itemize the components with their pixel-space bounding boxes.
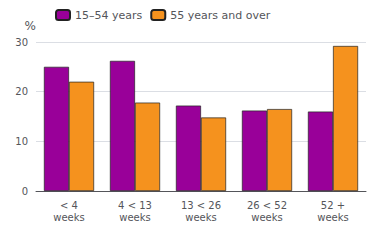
svg-text:15–54 years: 15–54 years: [75, 9, 143, 22]
svg-text:< 4: < 4: [60, 200, 78, 211]
svg-text:13 < 26: 13 < 26: [181, 200, 221, 211]
svg-text:26 < 52: 26 < 52: [247, 200, 287, 211]
svg-text:30: 30: [15, 37, 28, 48]
svg-text:weeks: weeks: [251, 212, 282, 223]
svg-text:10: 10: [15, 136, 28, 147]
svg-text:weeks: weeks: [53, 212, 84, 223]
svg-text:weeks: weeks: [317, 212, 348, 223]
svg-text:20: 20: [15, 86, 28, 97]
svg-text:weeks: weeks: [185, 212, 216, 223]
svg-text:4 < 13: 4 < 13: [118, 200, 152, 211]
svg-text:52 +: 52 +: [321, 200, 345, 211]
svg-text:55 years and over: 55 years and over: [170, 9, 270, 22]
svg-text:0: 0: [22, 186, 28, 197]
svg-text:%: %: [25, 19, 36, 33]
svg-text:weeks: weeks: [119, 212, 150, 223]
